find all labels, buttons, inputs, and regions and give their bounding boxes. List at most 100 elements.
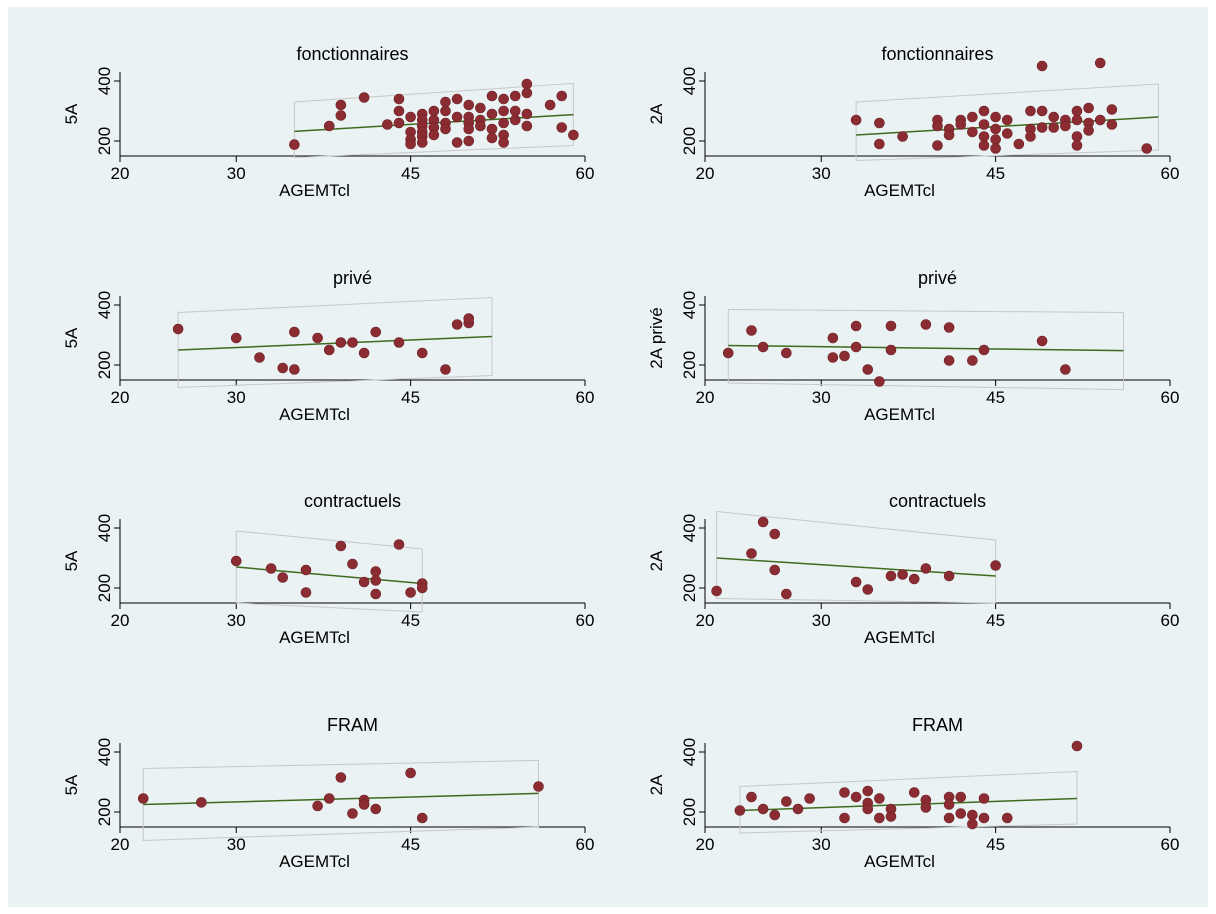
data-point (521, 78, 533, 90)
data-point (967, 355, 978, 366)
chart-panel: privé 20 30 45 60 200 400 AGEMTcl 5A (62, 268, 594, 424)
data-point (885, 570, 897, 582)
y-axis-label: 5A (62, 550, 81, 571)
data-point (990, 123, 1001, 135)
data-point (862, 364, 874, 375)
panel-title: fonctionnaires (881, 44, 993, 64)
x-tick-label: 60 (1161, 835, 1180, 854)
data-point (335, 540, 347, 552)
data-point (568, 129, 579, 141)
data-point (734, 805, 746, 816)
data-point (509, 114, 521, 126)
data-point (300, 587, 312, 598)
x-tick-label: 45 (401, 611, 420, 630)
fit-line (856, 116, 1159, 136)
data-point (1071, 140, 1083, 151)
x-tick-label: 30 (812, 164, 831, 183)
data-point (1013, 138, 1025, 150)
data-point (1083, 125, 1094, 136)
data-point (440, 96, 451, 108)
y-tick-label: 200 (680, 574, 699, 602)
chart-panel: contractuels 20 30 45 60 200 400 AGEMTcl 2A (647, 491, 1179, 647)
y-tick-label: 200 (95, 798, 114, 826)
data-point (370, 803, 382, 815)
data-point (498, 93, 509, 105)
x-axis-label: AGEMTcl (864, 181, 935, 200)
data-point (486, 132, 498, 144)
y-tick-label: 200 (680, 127, 699, 155)
data-point (347, 558, 358, 570)
x-tick-label: 45 (986, 388, 1005, 407)
data-point (722, 347, 734, 359)
data-point (556, 122, 568, 133)
data-point (428, 129, 440, 141)
y-axis-label: 5A (62, 774, 81, 795)
data-point (1001, 114, 1013, 126)
data-point (370, 575, 382, 586)
x-axis-label: AGEMTcl (279, 405, 350, 424)
y-tick-label: 400 (95, 738, 114, 766)
data-point (943, 799, 955, 810)
data-point (463, 135, 475, 147)
data-point (920, 563, 932, 574)
data-point (289, 326, 300, 338)
x-tick-label: 30 (812, 611, 831, 630)
data-point (1106, 119, 1118, 130)
data-point (405, 767, 416, 779)
data-point (521, 87, 533, 99)
data-point (897, 569, 908, 580)
y-axis-label: 2A (647, 550, 666, 571)
data-point (943, 129, 955, 141)
data-point (312, 332, 323, 344)
data-point (1083, 102, 1094, 114)
y-tick-label: 400 (680, 67, 699, 95)
data-point (1001, 812, 1013, 824)
data-point (932, 140, 943, 151)
data-point (850, 791, 862, 803)
confidence-band (739, 770, 1078, 834)
data-point (955, 119, 967, 130)
data-point (498, 137, 509, 148)
data-point (451, 137, 463, 148)
data-point (393, 105, 405, 117)
x-tick-label: 20 (696, 611, 715, 630)
data-point (312, 800, 323, 812)
data-point (1071, 740, 1083, 752)
data-point (1094, 57, 1106, 69)
x-tick-label: 30 (227, 388, 246, 407)
data-point (839, 787, 850, 798)
data-point (416, 347, 428, 359)
y-tick-label: 200 (95, 351, 114, 379)
x-tick-label: 60 (576, 164, 595, 183)
data-point (967, 809, 978, 821)
data-point (347, 808, 358, 819)
data-point (943, 570, 955, 582)
confidence-band (177, 296, 493, 389)
data-point (990, 560, 1001, 571)
confidence-band (142, 759, 539, 842)
data-point (405, 587, 416, 598)
y-tick-label: 400 (680, 514, 699, 542)
data-point (428, 105, 440, 117)
data-point (521, 120, 533, 132)
x-axis-label: AGEMTcl (864, 405, 935, 424)
data-point (757, 803, 769, 815)
data-point (335, 110, 347, 121)
data-point (486, 123, 498, 135)
x-tick-label: 20 (111, 835, 130, 854)
data-point (769, 809, 781, 821)
data-point (509, 105, 521, 117)
fit-line (716, 557, 996, 577)
x-tick-label: 30 (812, 835, 831, 854)
data-point (451, 319, 463, 330)
data-point (850, 320, 862, 332)
panel-title: contractuels (304, 491, 401, 511)
data-point (978, 140, 990, 151)
data-point (862, 785, 874, 797)
y-tick-label: 200 (95, 127, 114, 155)
x-tick-label: 30 (227, 835, 246, 854)
data-point (1071, 105, 1083, 117)
data-point (486, 108, 498, 120)
data-point (393, 539, 405, 550)
